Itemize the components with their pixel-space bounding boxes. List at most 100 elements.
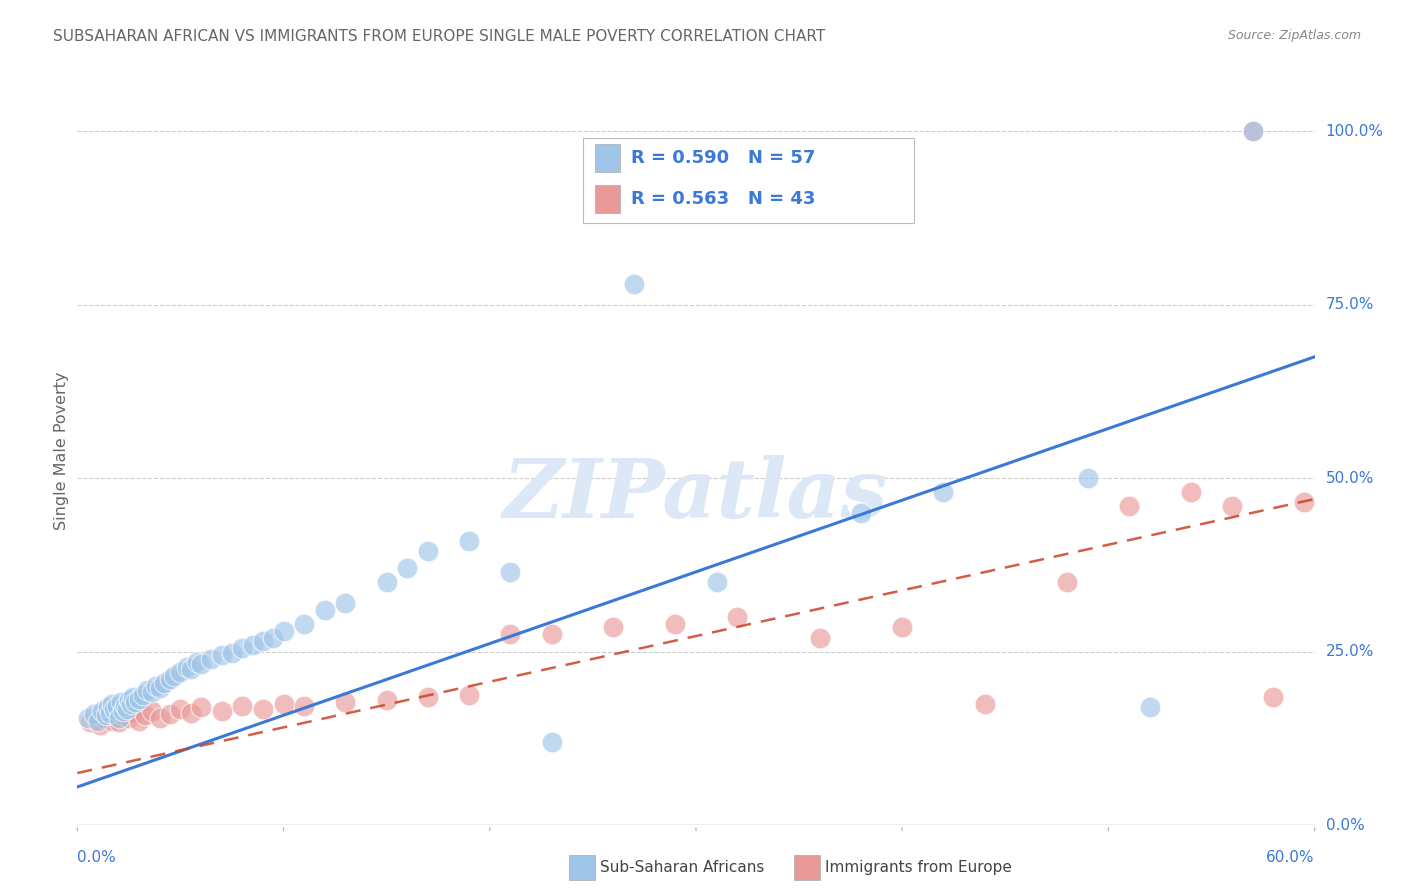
Point: [458, 688, 481, 702]
Point: [252, 701, 274, 715]
Point: [136, 682, 159, 697]
Point: [141, 704, 163, 718]
Point: [111, 704, 134, 718]
Point: [89, 717, 111, 731]
Point: [186, 655, 208, 669]
Point: [221, 646, 243, 660]
Text: Sub-Saharan Africans: Sub-Saharan Africans: [600, 860, 765, 874]
Point: [1220, 499, 1243, 513]
Point: [1139, 700, 1161, 714]
Point: [273, 697, 295, 711]
Point: [103, 701, 125, 715]
Point: [292, 616, 315, 631]
Point: [120, 697, 142, 711]
Point: [540, 627, 562, 641]
Point: [79, 715, 101, 730]
Point: [163, 669, 186, 683]
Point: [242, 638, 264, 652]
Point: [180, 662, 202, 676]
Point: [932, 485, 955, 500]
Point: [200, 651, 222, 665]
Point: [416, 544, 439, 558]
Y-axis label: Single Male Poverty: Single Male Poverty: [53, 371, 69, 530]
Text: 60.0%: 60.0%: [1267, 850, 1315, 865]
Point: [335, 596, 357, 610]
Point: [91, 704, 114, 718]
Point: [87, 714, 110, 728]
Point: [96, 708, 118, 723]
Point: [335, 695, 357, 709]
Point: [891, 620, 914, 634]
Point: [973, 697, 995, 711]
Point: [231, 641, 253, 656]
Point: [1077, 471, 1099, 485]
Point: [145, 679, 167, 693]
Point: [169, 665, 191, 680]
Point: [159, 673, 181, 687]
Point: [132, 688, 155, 702]
Point: [396, 561, 419, 575]
Point: [211, 648, 233, 662]
Point: [849, 506, 872, 520]
Point: [1241, 124, 1264, 138]
Point: [190, 700, 212, 714]
Point: [128, 691, 150, 706]
Point: [97, 700, 120, 714]
Point: [706, 575, 728, 590]
Point: [98, 706, 121, 720]
Point: [118, 693, 141, 707]
Text: Immigrants from Europe: Immigrants from Europe: [825, 860, 1012, 874]
Text: SUBSAHARAN AFRICAN VS IMMIGRANTS FROM EUROPE SINGLE MALE POVERTY CORRELATION CHA: SUBSAHARAN AFRICAN VS IMMIGRANTS FROM EU…: [53, 29, 825, 45]
Text: 0.0%: 0.0%: [77, 850, 117, 865]
Point: [458, 533, 481, 548]
Text: R = 0.563   N = 43: R = 0.563 N = 43: [631, 190, 815, 208]
Point: [375, 693, 398, 707]
Point: [499, 627, 522, 641]
Point: [169, 701, 191, 715]
Point: [1294, 495, 1316, 509]
Point: [83, 707, 105, 722]
Point: [97, 707, 120, 722]
Point: [180, 706, 202, 720]
Point: [107, 715, 129, 730]
Point: [314, 603, 336, 617]
Point: [602, 620, 624, 634]
Text: 75.0%: 75.0%: [1326, 297, 1374, 312]
Text: R = 0.590   N = 57: R = 0.590 N = 57: [631, 149, 815, 167]
Point: [176, 660, 198, 674]
Point: [416, 690, 439, 704]
Point: [124, 695, 146, 709]
Point: [664, 616, 686, 631]
Point: [105, 698, 128, 713]
Text: 0.0%: 0.0%: [1326, 818, 1364, 832]
Text: 50.0%: 50.0%: [1326, 471, 1374, 486]
Point: [107, 710, 129, 724]
Point: [149, 681, 172, 695]
Point: [273, 624, 295, 638]
Point: [111, 708, 134, 723]
Point: [149, 710, 172, 724]
Point: [1180, 485, 1202, 500]
Point: [1056, 575, 1078, 590]
Point: [1241, 124, 1264, 138]
Point: [252, 634, 274, 648]
Point: [540, 735, 562, 749]
Text: Source: ZipAtlas.com: Source: ZipAtlas.com: [1227, 29, 1361, 43]
Point: [499, 565, 522, 579]
Point: [153, 676, 176, 690]
Point: [211, 704, 233, 718]
Point: [262, 631, 284, 645]
Point: [808, 631, 831, 645]
Point: [1118, 499, 1140, 513]
Point: [190, 657, 212, 672]
Point: [292, 698, 315, 713]
Point: [118, 710, 141, 724]
Point: [1263, 690, 1285, 704]
Point: [115, 701, 138, 715]
Point: [122, 690, 145, 704]
Point: [231, 698, 253, 713]
Point: [101, 697, 124, 711]
Point: [623, 277, 645, 291]
Point: [141, 685, 163, 699]
Point: [93, 710, 115, 724]
